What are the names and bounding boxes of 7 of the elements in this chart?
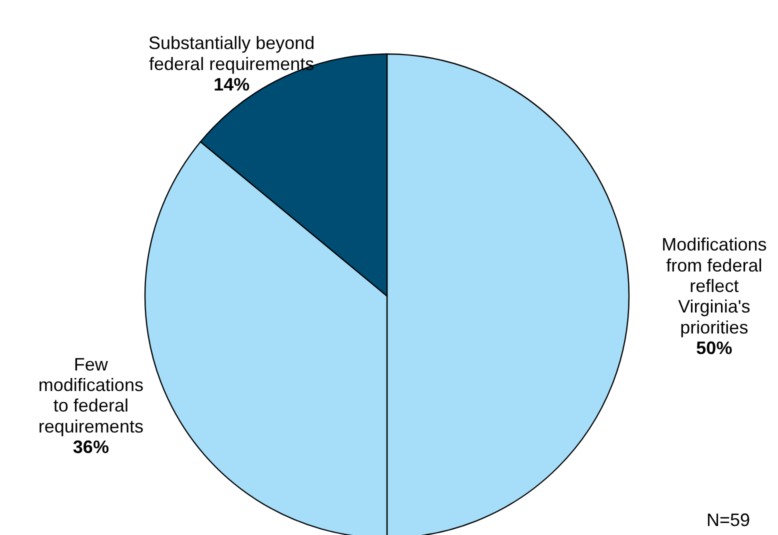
slice-label: Substantially beyond federal requirements bbox=[148, 33, 315, 74]
data-label: 36% bbox=[72, 437, 109, 458]
slice-label: Modifications from federal reflect Virginia's priorities bbox=[662, 234, 767, 338]
slice-label: Few modifications to federal requirements bbox=[38, 354, 144, 436]
data-label: 14% bbox=[214, 74, 250, 94]
data-label: 50% bbox=[696, 338, 732, 358]
text: N=59 bbox=[706, 510, 750, 531]
